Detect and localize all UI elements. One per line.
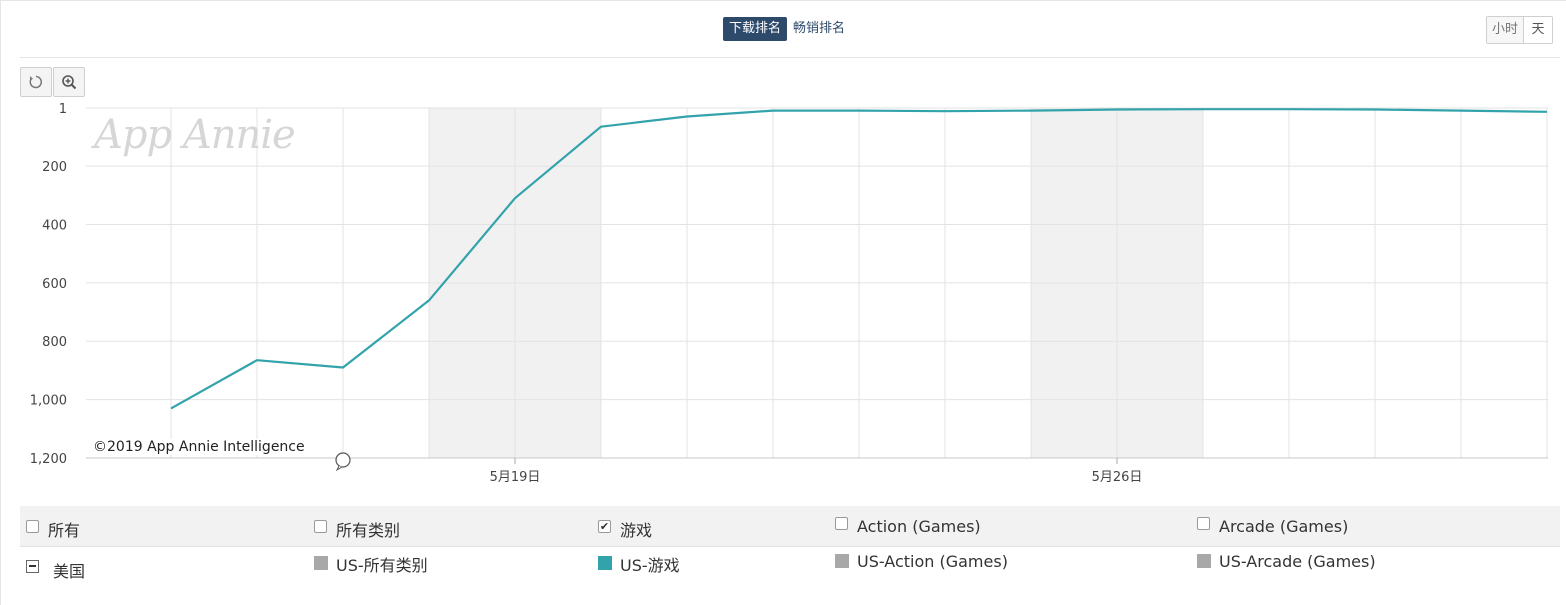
ranking-tabs: 下载排名 畅销排名 (723, 17, 851, 41)
legend-header-row: 所有 所有类别 ✔ 游戏 Action (Games) Arcade (Game… (20, 506, 1560, 547)
copyright-text: ©2019 App Annie Intelligence (91, 439, 307, 455)
series-us-action[interactable]: US-Action (Games) (835, 552, 1008, 571)
series-label: US-所有类别 (336, 556, 428, 575)
checkbox[interactable] (1197, 517, 1210, 530)
x-tick-label: 5月26日 (1092, 470, 1143, 485)
checkbox[interactable] (835, 517, 848, 530)
hour-button[interactable]: 小时 (1487, 17, 1523, 43)
rank-chart: 1 200 400 600 800 1,000 1,200 5月19日 5月26日 (30, 102, 1548, 485)
y-tick-label: 1,000 (30, 394, 67, 409)
legend-all-categories-label: 所有类别 (336, 521, 401, 540)
y-tick-label: 400 (42, 218, 67, 233)
checkbox-checked[interactable]: ✔ (598, 519, 611, 533)
swatch-icon (835, 553, 849, 568)
series-us-games[interactable]: US-游戏 (598, 552, 680, 576)
granularity-toggle: 小时 天 (1486, 16, 1553, 44)
swatch-icon (1197, 553, 1211, 568)
y-tick-label: 1 (59, 102, 67, 117)
legend-all[interactable]: 所有 (26, 517, 80, 541)
country-toggle[interactable]: 美国 (26, 558, 85, 582)
checkbox[interactable] (26, 519, 39, 533)
zoom-handle-icon[interactable] (335, 452, 351, 472)
legend-all-label: 所有 (48, 521, 81, 540)
collapse-icon[interactable] (26, 559, 39, 573)
series-us-arcade[interactable]: US-Arcade (Games) (1197, 552, 1376, 571)
checkbox[interactable] (314, 519, 327, 533)
legend-games[interactable]: ✔ 游戏 (598, 517, 652, 541)
y-tick-label: 200 (42, 160, 67, 175)
swatch-icon (598, 556, 612, 570)
series-label: US-游戏 (620, 556, 680, 575)
y-tick-label: 800 (42, 335, 67, 350)
app-annie-watermark: App Annie (94, 112, 296, 158)
legend-action-label: Action (Games) (857, 517, 981, 536)
tab-download-ranking[interactable]: 下载排名 (723, 17, 788, 41)
legend-all-categories[interactable]: 所有类别 (314, 517, 400, 541)
series-label: US-Action (Games) (857, 552, 1008, 571)
legend-action[interactable]: Action (Games) (835, 517, 981, 536)
legend-arcade[interactable]: Arcade (Games) (1197, 517, 1348, 536)
series-us-all-categories[interactable]: US-所有类别 (314, 552, 428, 576)
x-tick-label: 5月19日 (490, 470, 541, 485)
country-label: 美国 (53, 562, 86, 581)
legend-arcade-label: Arcade (Games) (1219, 517, 1349, 536)
reset-zoom-button[interactable] (20, 67, 52, 97)
tab-grossing-ranking[interactable]: 畅销排名 (793, 21, 846, 36)
legend-games-label: 游戏 (620, 521, 653, 540)
y-tick-label: 600 (42, 277, 67, 292)
y-tick-label: 1,200 (30, 452, 67, 467)
legend-country-row: 美国 US-所有类别 US-游戏 US-Action (Games) US-Ar… (20, 546, 1560, 586)
swatch-icon (314, 556, 328, 570)
series-label: US-Arcade (Games) (1219, 552, 1376, 571)
series-line-us-games (170, 108, 1548, 410)
zoom-in-button[interactable] (53, 67, 85, 97)
day-button[interactable]: 天 (1523, 17, 1552, 43)
zoom-in-icon (62, 75, 77, 90)
reset-icon (29, 75, 42, 89)
